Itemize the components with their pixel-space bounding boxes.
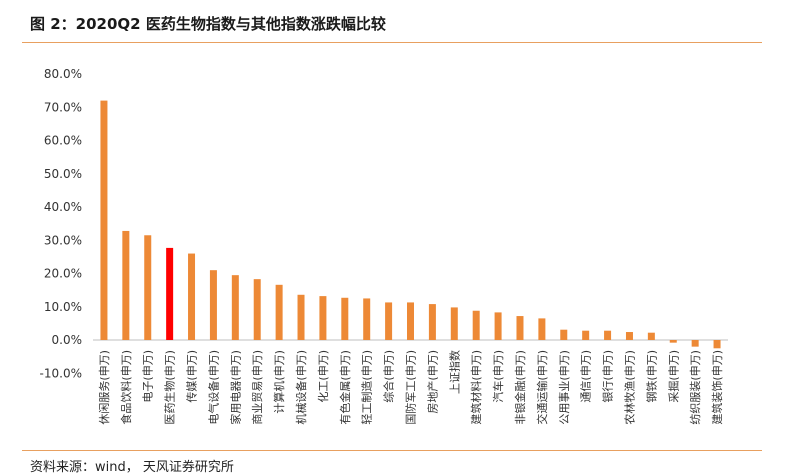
bar	[275, 284, 283, 340]
bar	[231, 275, 239, 340]
x-tick-label: 电气设备(申万)	[206, 350, 220, 425]
x-tick-label: 建筑材料(申万)	[469, 350, 483, 425]
bar	[472, 310, 480, 340]
bar	[100, 100, 108, 340]
bar	[450, 307, 458, 340]
bar	[538, 318, 546, 340]
x-tick-label: 综合(申万)	[382, 350, 396, 403]
bar	[209, 270, 217, 340]
x-tick-label: 银行(申万)	[601, 350, 615, 403]
bar	[319, 296, 327, 340]
bar	[647, 332, 655, 340]
top-divider	[22, 42, 762, 43]
bar	[297, 294, 305, 340]
x-tick-label: 商业贸易(申万)	[250, 350, 264, 425]
bar	[341, 297, 349, 340]
x-tick-label: 汽车(申万)	[491, 350, 505, 403]
bar	[582, 330, 590, 340]
x-tick-label: 机械设备(申万)	[294, 350, 308, 425]
x-tick-label: 采掘(申万)	[666, 350, 680, 403]
y-tick-label: 10.0%	[44, 300, 82, 314]
y-axis: 80.0% 70.0% 60.0% 50.0% 40.0% 30.0% 20.0% 10.0%…	[40, 67, 82, 380]
x-tick-label: 医药生物(申万)	[163, 350, 177, 425]
x-tick-label: 家用电器(申万)	[228, 350, 242, 425]
bar	[144, 235, 152, 340]
bar	[188, 253, 196, 340]
x-tick-label: 有色金属(申万)	[338, 350, 352, 425]
bar-chart: 80.0% 70.0% 60.0% 50.0% 40.0% 30.0% 20.0% 10.0%…	[40, 67, 728, 425]
x-tick-label: 电子(申万)	[142, 350, 155, 403]
x-tick-label: 通信(申万)	[580, 350, 593, 403]
x-tick-label: 轻工制造(申万)	[360, 350, 374, 425]
bar	[122, 230, 130, 340]
bar	[494, 312, 502, 340]
y-tick-label: 60.0%	[44, 134, 82, 148]
x-tick-label: 建筑装饰(申万)	[710, 350, 724, 425]
x-axis-labels: 休闲服务(申万) 食品饮料(申万) 电子(申万) 医药生物(申万) 传媒(申万) 电气设备…	[97, 350, 724, 425]
x-tick-label: 房地产(申万)	[425, 350, 439, 414]
source-note: 资料来源：wind， 天风证券研究所	[30, 460, 234, 475]
x-tick-label: 计算机(申万)	[272, 350, 286, 414]
y-tick-label: 20.0%	[44, 267, 82, 281]
bar	[560, 329, 568, 340]
y-tick-label: 30.0%	[44, 233, 82, 247]
x-tick-label: 休闲服务(申万)	[97, 350, 111, 425]
bar	[385, 302, 393, 340]
bar	[407, 302, 414, 340]
x-tick-label: 交通运输(申万)	[535, 350, 549, 425]
x-tick-label: 公用事业(申万)	[558, 350, 571, 425]
bar	[625, 332, 633, 340]
bar	[428, 304, 436, 340]
y-tick-label: 50.0%	[44, 167, 82, 181]
y-tick-label: 80.0%	[44, 67, 82, 81]
bar	[253, 279, 261, 340]
y-tick-label: 40.0%	[44, 200, 82, 214]
bar	[713, 340, 721, 349]
bar	[691, 340, 699, 347]
x-tick-label: 农林牧渔(申万)	[622, 350, 636, 425]
x-tick-label: 国防军工(申万)	[404, 350, 418, 425]
x-tick-label: 非银金融(申万)	[513, 350, 527, 425]
y-tick-label: 0.0%	[52, 333, 83, 347]
chart-title: 图 2：2020Q2 医药生物指数与其他指数涨跌幅比较	[30, 15, 386, 33]
x-tick-label: 钢铁(申万)	[645, 350, 658, 403]
x-tick-label: 上证指数	[447, 350, 461, 394]
x-tick-label: 化工(申万)	[316, 350, 330, 403]
bar	[363, 298, 371, 340]
x-tick-label: 食品饮料(申万)	[119, 350, 133, 425]
y-tick-label: -10.0%	[40, 366, 82, 380]
bars-group	[100, 100, 721, 349]
bar	[604, 330, 612, 340]
bottom-divider	[22, 450, 762, 451]
x-tick-label: 纺织服装(申万)	[688, 350, 702, 425]
x-tick-label: 传媒(申万)	[186, 350, 199, 403]
y-tick-label: 70.0%	[44, 100, 82, 114]
bar	[669, 340, 677, 343]
bar	[516, 316, 524, 340]
bar	[166, 247, 174, 340]
